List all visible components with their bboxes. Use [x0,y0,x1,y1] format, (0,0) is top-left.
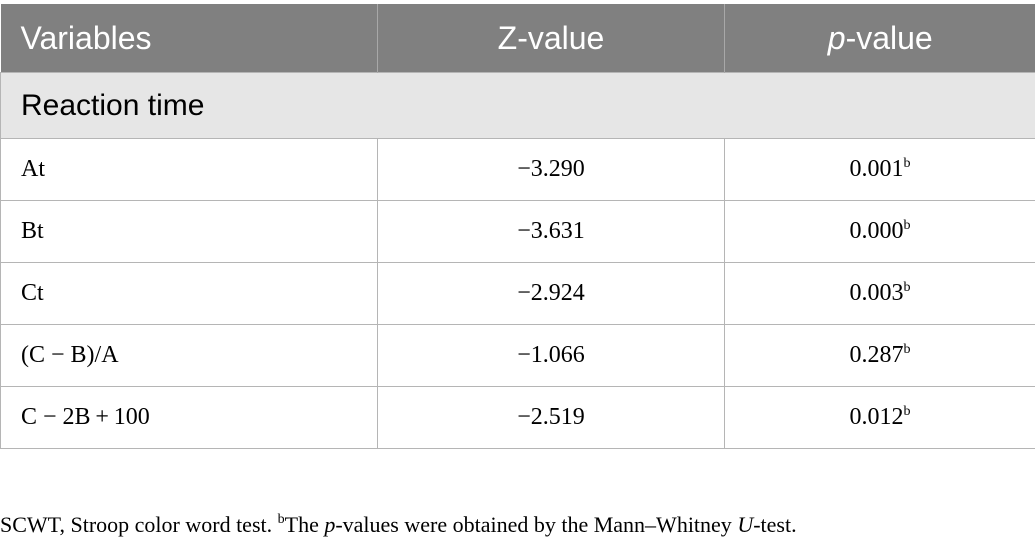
table-row: (C − B)/A −1.066 0.287b [0,324,1035,387]
table-row: C − 2B + 100 −2.519 0.012b [0,386,1035,449]
superscript: b [903,342,911,357]
table-row: Bt −3.631 0.000b [0,200,1035,263]
superscript: b [277,512,285,527]
z-value-cell: −1.066 [377,324,725,387]
superscript: b [903,280,911,295]
table-body: Reaction time At −3.290 0.001b Bt −3.631 0.00… [0,72,1035,449]
section-label: Reaction time [0,72,1035,139]
italic-text: p [827,19,846,56]
p-value-cell: 0.287b [724,324,1035,387]
variable-cell: Ct [0,262,378,325]
p-value: 0.003 [849,280,904,306]
variable-cell: Bt [0,200,378,263]
table-header: Variables Z-value p-value [0,4,1035,73]
header-cell: Z-value [377,4,725,73]
z-value-cell: −3.290 [377,138,725,201]
table-row: Ct −2.924 0.003b [0,262,1035,325]
variable-cell: (C − B)/A [0,324,378,387]
variable-cell: At [0,138,378,201]
p-value-cell: 0.000b [724,200,1035,263]
superscript: b [903,156,911,171]
footnote-text: The [284,512,325,537]
p-value-cell: 0.001b [724,138,1035,201]
z-value-cell: −3.631 [377,200,725,263]
header-cell: p-value [724,4,1035,73]
p-value: 0.001 [849,156,904,182]
italic-text: p [324,512,336,537]
superscript: b [903,404,911,419]
footnote-text: SCWT, Stroop color word test. [0,512,278,537]
z-value-cell: −2.924 [377,262,725,325]
p-value-cell: 0.012b [724,386,1035,449]
header-cell: Variables [0,4,378,73]
table-row: At −3.290 0.001b [0,138,1035,201]
p-value-cell: 0.003b [724,262,1035,325]
italic-text: U [737,512,754,537]
variable-cell: C − 2B + 100 [0,386,378,449]
superscript: b [903,218,911,233]
footnote: SCWT, Stroop color word test. bThe p-val… [0,512,797,538]
footnote-text: -values were obtained by the Mann–Whitne… [335,512,738,537]
p-value: 0.287 [849,342,904,368]
header-text: -value [845,19,933,56]
footnote-text: -test. [753,512,797,537]
z-value-cell: −2.519 [377,386,725,449]
results-table: Variables Z-value p-value Reaction time … [0,4,1035,449]
p-value: 0.000 [849,218,904,244]
p-value: 0.012 [849,404,904,430]
